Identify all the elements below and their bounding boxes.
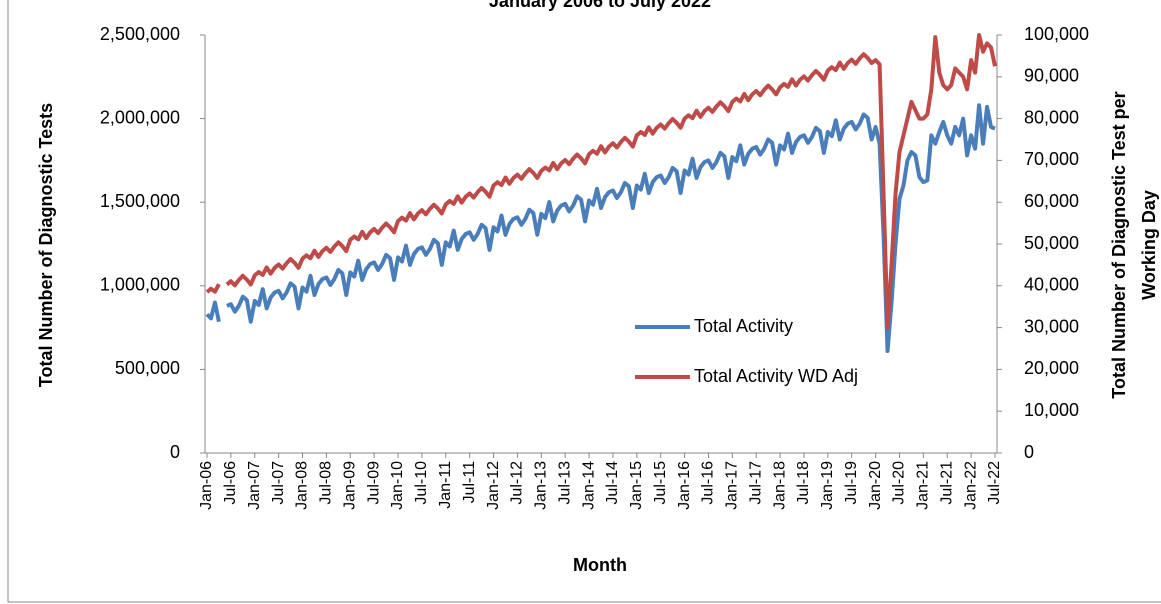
x-tick-label: Jul-14 bbox=[604, 461, 621, 505]
x-tick-label: Jul-09 bbox=[365, 461, 382, 505]
x-tick-label: Jan-07 bbox=[246, 461, 263, 510]
x-tick-label: Jan-10 bbox=[389, 461, 406, 510]
x-tick-label: Jul-17 bbox=[747, 461, 764, 505]
x-tick-label: Jul-12 bbox=[509, 461, 526, 505]
x-tick-label: Jan-15 bbox=[628, 461, 645, 510]
x-tick-label: Jan-06 bbox=[198, 461, 215, 510]
x-tick-label: Jul-13 bbox=[556, 461, 573, 505]
y2-tick-label: 10,000 bbox=[1024, 400, 1079, 420]
legend-label: Total Activity WD Adj bbox=[694, 366, 858, 386]
x-tick-label: Jan-22 bbox=[962, 461, 979, 510]
y2-tick-label: 30,000 bbox=[1024, 316, 1079, 336]
legend-label: Total Activity bbox=[694, 316, 793, 336]
x-tick-label: Jul-10 bbox=[413, 461, 430, 505]
x-tick-label: Jul-07 bbox=[270, 461, 287, 505]
y-tick-label: 500,000 bbox=[115, 358, 180, 378]
chart-title: January 2006 to July 2022 bbox=[489, 0, 711, 11]
x-tick-label: Jan-16 bbox=[676, 461, 693, 510]
x-tick-label: Jan-17 bbox=[724, 461, 741, 510]
y2-tick-label: 80,000 bbox=[1024, 107, 1079, 127]
x-tick-label: Jan-18 bbox=[771, 461, 788, 510]
x-tick-label: Jul-16 bbox=[700, 461, 717, 505]
y2-tick-label: 70,000 bbox=[1024, 149, 1079, 169]
y-tick-label: 1,000,000 bbox=[100, 275, 180, 295]
y2-tick-label: 50,000 bbox=[1024, 233, 1079, 253]
x-tick-label: Jan-20 bbox=[867, 461, 884, 510]
x-tick-label: Jan-09 bbox=[341, 461, 358, 510]
y2-tick-label: 40,000 bbox=[1024, 275, 1079, 295]
x-tick-label: Jul-11 bbox=[461, 461, 478, 503]
x-tick-label: Jul-22 bbox=[986, 461, 1003, 505]
y2-tick-label: 0 bbox=[1024, 442, 1034, 462]
x-axis-title: Month bbox=[573, 555, 627, 575]
x-tick-label: Jul-18 bbox=[795, 461, 812, 505]
x-tick-label: Jul-20 bbox=[891, 461, 908, 505]
series-line bbox=[205, 103, 996, 354]
y2-tick-label: 20,000 bbox=[1024, 358, 1079, 378]
y2-tick-label: 60,000 bbox=[1024, 191, 1079, 211]
x-tick-label: Jan-19 bbox=[819, 461, 836, 510]
y2-axis-title: Total Number of Diagnostic Test per bbox=[1109, 91, 1129, 398]
chart-border bbox=[7, 0, 1161, 603]
x-tick-label: Jan-12 bbox=[485, 461, 502, 510]
x-tick-label: Jul-21 bbox=[938, 461, 955, 505]
y2-tick-label: 100,000 bbox=[1024, 24, 1089, 44]
x-tick-label: Jul-19 bbox=[843, 461, 860, 505]
x-tick-label: Jan-11 bbox=[437, 461, 454, 509]
x-tick-label: Jan-13 bbox=[533, 461, 550, 510]
y-tick-label: 2,500,000 bbox=[100, 24, 180, 44]
x-tick-label: Jan-14 bbox=[580, 461, 597, 510]
y2-tick-label: 90,000 bbox=[1024, 66, 1079, 86]
y-axis-title: Total Number of Diagnostic Tests bbox=[36, 103, 56, 387]
x-tick-label: Jan-08 bbox=[294, 461, 311, 510]
y-tick-label: 0 bbox=[170, 442, 180, 462]
x-tick-label: Jan-21 bbox=[915, 461, 932, 510]
y-tick-label: 1,500,000 bbox=[100, 191, 180, 211]
x-tick-label: Jul-06 bbox=[222, 461, 239, 505]
x-tick-label: Jul-08 bbox=[318, 461, 335, 505]
y-tick-label: 2,000,000 bbox=[100, 107, 180, 127]
series-line bbox=[205, 33, 997, 330]
x-tick-label: Jul-15 bbox=[652, 461, 669, 505]
y2-axis-title: Working Day bbox=[1139, 190, 1159, 300]
